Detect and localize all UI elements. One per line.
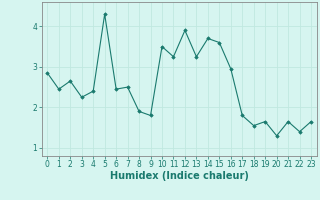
X-axis label: Humidex (Indice chaleur): Humidex (Indice chaleur) <box>110 171 249 181</box>
